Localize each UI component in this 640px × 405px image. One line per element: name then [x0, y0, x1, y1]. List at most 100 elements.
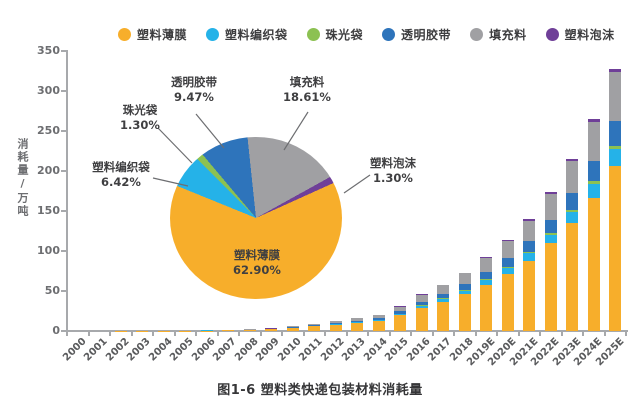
pie-slice-percent: 18.61% — [283, 90, 331, 104]
x-tick-label: 2004 — [147, 336, 175, 364]
x-axis-line — [66, 330, 628, 332]
x-tick-label: 2000 — [61, 336, 89, 364]
bar-segment — [308, 323, 321, 326]
x-tick — [625, 332, 627, 336]
pie-slice-name: 塑料薄膜 — [234, 248, 280, 263]
bar-segment — [415, 307, 428, 331]
bar-segment — [372, 318, 385, 320]
pie-slice-percent: 9.47% — [174, 90, 214, 104]
bar-segment — [587, 161, 600, 182]
pie-slice-label: 塑料薄膜 62.90% — [233, 248, 281, 278]
bar-segment — [415, 301, 428, 306]
stacked-bar — [329, 321, 342, 331]
bar-segment — [415, 294, 428, 302]
x-tick — [517, 332, 520, 336]
y-tick — [61, 50, 66, 52]
bar-slot-2001 — [89, 51, 111, 331]
pie-slice-name: 珠光袋 — [122, 103, 158, 118]
stacked-bar — [566, 159, 579, 331]
x-tick-label: 2003 — [125, 336, 154, 364]
bar-segment — [458, 284, 471, 290]
bar-segment — [394, 315, 407, 331]
bar-segment — [458, 273, 471, 285]
legend-item: 填充料 — [470, 26, 527, 43]
y-axis-title: 消耗量/万吨 — [16, 138, 29, 218]
bar-slot-2006 — [196, 51, 218, 331]
bar-segment — [609, 72, 622, 121]
x-tick — [367, 332, 369, 336]
bar-slot-2015 — [390, 51, 412, 331]
y-tick — [61, 290, 66, 292]
pie-slice-name: 塑料编织袋 — [92, 160, 150, 175]
legend-dot-icon — [118, 28, 131, 41]
bar-segment — [501, 258, 514, 267]
bar-segment — [480, 257, 493, 259]
legend-item: 塑料泡沫 — [545, 26, 615, 43]
x-tick-label: 2007 — [211, 336, 240, 364]
legend-item: 珠光袋 — [306, 26, 364, 43]
x-tick-label: 2013 — [340, 336, 369, 364]
bar-slot-2003 — [132, 51, 154, 331]
pie-slice-label: 珠光袋 1.30% — [120, 103, 160, 133]
pie-slice-label: 透明胶带 9.47% — [171, 75, 217, 105]
bar-segment — [351, 322, 364, 331]
bar-segment — [372, 315, 385, 319]
pie-slice-name: 塑料泡沫 — [370, 156, 416, 171]
legend-dot-icon — [206, 28, 220, 41]
bar-segment — [609, 120, 622, 146]
legend-item: 塑料薄膜 — [118, 26, 187, 43]
y-tick — [61, 330, 66, 332]
bar-slot-2011 — [304, 51, 326, 331]
bar-segment — [587, 119, 600, 122]
pie-slice-name: 透明胶带 — [171, 75, 217, 90]
bar-segment — [394, 313, 407, 316]
bar-segment — [329, 323, 342, 324]
bar-segment — [544, 193, 557, 220]
x-tick — [259, 332, 262, 336]
pie-slice-percent: 6.42% — [101, 175, 141, 189]
bar-segment — [566, 159, 579, 162]
bar-slot-2013 — [347, 51, 369, 331]
bar-slot-2002 — [110, 51, 132, 331]
bar-segment — [566, 161, 579, 194]
bar-segment — [609, 149, 622, 166]
stacked-bar — [501, 239, 514, 331]
legend-dot-icon — [306, 28, 320, 41]
bar-slot-2018 — [454, 51, 476, 331]
x-tick — [195, 332, 197, 336]
bar-segment — [523, 251, 536, 254]
bar-slot-2010 — [282, 51, 304, 331]
bar-slot-2019E — [476, 51, 498, 331]
legend-item-label: 塑料薄膜 — [137, 28, 188, 42]
bar-segment — [222, 330, 235, 331]
x-tick-label: 2016 — [405, 336, 433, 364]
bar-segment — [501, 266, 514, 268]
x-tick — [281, 332, 283, 336]
x-tick-label: 2015 — [383, 336, 412, 364]
bar-slot-2025E — [605, 51, 627, 331]
legend-dot-icon — [382, 28, 396, 41]
bar-segment — [437, 285, 450, 294]
y-tick-label: 50 — [44, 284, 60, 297]
legend-item: 塑料编织袋 — [206, 26, 288, 43]
x-tick — [388, 332, 391, 336]
bar-slot-2004 — [153, 51, 175, 331]
bar-segment — [480, 258, 493, 273]
x-tick — [474, 332, 477, 336]
stacked-bar — [544, 191, 557, 331]
x-tick — [238, 332, 240, 336]
stacked-bar — [265, 328, 278, 331]
legend-item-label: 塑料编织袋 — [225, 28, 288, 42]
bar-slot-2005 — [175, 51, 197, 331]
x-tick-label: 2008 — [233, 336, 261, 364]
bar-segment — [437, 293, 450, 299]
bar-segment — [308, 325, 321, 326]
bar-segment — [458, 272, 471, 274]
bar-segment — [351, 322, 364, 323]
bar-segment — [501, 267, 514, 274]
bar-segment — [243, 329, 256, 331]
x-tick-label: 2012 — [319, 336, 347, 364]
stacked-bar — [200, 330, 213, 331]
bar-slot-2014 — [368, 51, 390, 331]
